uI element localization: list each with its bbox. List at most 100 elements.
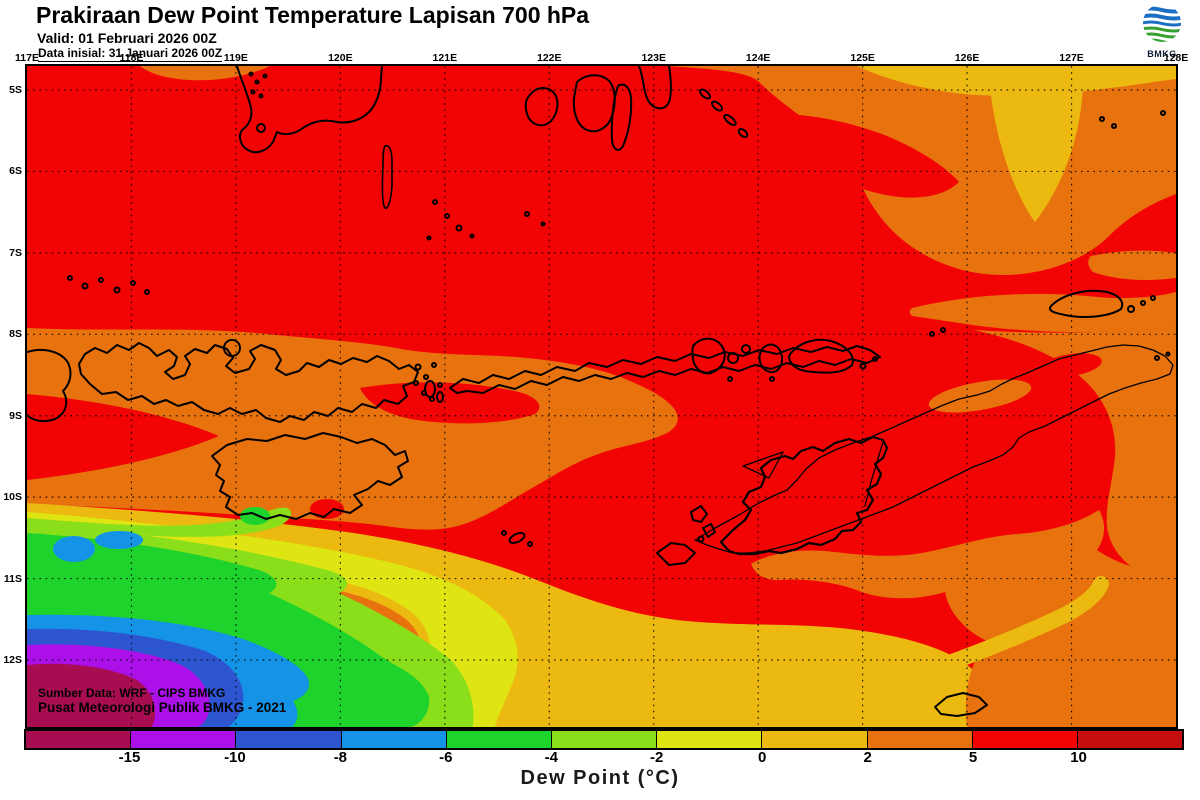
island-bottom-right <box>934 692 988 717</box>
contour-orange-bottom-right <box>751 510 1176 727</box>
lon-label-122E: 122E <box>537 52 562 64</box>
timor-internal-triangle <box>742 451 784 479</box>
island-selayar <box>381 144 393 210</box>
islands-flores-sea-specks <box>426 199 546 241</box>
lat-label-5S: 5S <box>9 84 22 96</box>
lon-label-121E: 121E <box>432 52 458 64</box>
colorbar-segment-2to5 <box>866 731 972 748</box>
islands-topright-specks <box>1099 110 1166 129</box>
lat-label-8S: 8S <box>9 328 22 341</box>
lon-label-127E: 127E <box>1059 52 1084 64</box>
colorbar-segment--4to-2 <box>550 731 657 748</box>
colorbar-segment--8to-6 <box>340 731 446 748</box>
contour-orange-right-band-upper <box>1088 250 1176 280</box>
colorbar-segment->10 <box>1076 731 1183 748</box>
island-sumba <box>211 432 409 520</box>
islands-sawu <box>501 530 533 547</box>
island-semau <box>690 505 716 538</box>
bmkg-logo-label: BMKG <box>1147 49 1177 59</box>
contour-coldpool-magenta <box>27 663 156 727</box>
bmkg-logo: BMKG <box>1136 2 1188 60</box>
island-west-timor <box>719 435 889 556</box>
colorbar-segment-<-15 <box>26 731 131 748</box>
contour-red-spot-1 <box>310 499 344 519</box>
island-buton <box>610 83 633 151</box>
island-kabaena <box>524 87 559 127</box>
island-lombok-fragment <box>27 348 72 423</box>
islands-wetar-specks <box>929 295 1171 361</box>
valid-datetime: Valid: 01 Februari 2026 00Z <box>37 30 217 46</box>
island-sumbawa <box>78 342 419 423</box>
island-alor <box>788 338 854 374</box>
lon-label-117E: 117E <box>15 52 39 64</box>
contour-orange-central-band <box>27 328 678 530</box>
island-sangeang <box>223 339 241 357</box>
colorbar-tick-0: 0 <box>758 749 767 766</box>
colorbar-tick--2: -2 <box>650 749 664 766</box>
colorbar-title: Dew Point (°C) <box>520 767 680 789</box>
publisher-line: Pusat Meteorologi Publik BMKG - 2021 <box>38 700 287 715</box>
contour-ltblue-spot-2 <box>95 531 143 549</box>
colorbar-tick--15: -15 <box>118 749 141 766</box>
islands-sabalana-specks <box>67 275 150 295</box>
island-se-sulawesi-bit <box>638 66 672 110</box>
islands-komodo-cluster <box>413 362 444 403</box>
contour-green-pocket-small <box>240 507 270 525</box>
contour-golden-strip <box>989 66 1084 222</box>
init-datetime: Data inisial: 31 Januari 2026 00Z <box>38 46 223 62</box>
lat-label-7S: 7S <box>9 246 22 259</box>
contour-orange-right-edge <box>973 326 1176 586</box>
island-tanakeke <box>256 123 266 133</box>
contour-orange-right-band <box>909 292 1176 333</box>
contour-red-tongue-west <box>27 394 219 480</box>
island-adonara <box>727 352 739 364</box>
islands-alor-specks <box>727 356 878 382</box>
island-lembata <box>691 337 726 375</box>
colorbar-tick--6: -6 <box>439 749 453 766</box>
page-title: Prakiraan Dew Point Temperature Lapisan … <box>36 2 590 28</box>
island-solor <box>741 344 751 354</box>
contour-yellowgreen-tongue <box>27 507 292 537</box>
colorbar-segment--2to0 <box>656 731 762 748</box>
timor-internal-border <box>864 441 884 507</box>
colorbar-segment--10to-8 <box>235 731 341 748</box>
lat-label-11S: 11S <box>3 572 22 585</box>
lat-label-6S: 6S <box>9 165 22 178</box>
lat-label-12S: 12S <box>3 654 22 666</box>
colorbar-tick--10: -10 <box>224 749 246 766</box>
island-pantar <box>758 343 784 374</box>
dewpoint-contour-map <box>27 66 1176 727</box>
colorbar-segment-5to10 <box>971 731 1077 748</box>
contour-ltblue-spot-1 <box>53 536 95 562</box>
colorbar-tick-2: 2 <box>863 749 872 766</box>
contour-red-teardrop <box>730 113 959 198</box>
data-source-line: Sumber Data: WRF - CIPS BMKG <box>38 686 226 700</box>
islands-wakatobi <box>699 88 749 138</box>
coastlines <box>27 66 1174 717</box>
lon-label-120E: 120E <box>328 52 353 64</box>
colorbar-segment--15to-10 <box>130 731 236 748</box>
contour-field <box>27 66 1176 727</box>
map-area: Sumber Data: WRF - CIPS BMKG Pusat Meteo… <box>25 64 1178 729</box>
lat-label-10S: 10S <box>3 491 22 504</box>
lon-label-119E: 119E <box>223 52 248 64</box>
lon-label-118E: 118E <box>119 52 144 64</box>
colorbar-tick--4: -4 <box>544 749 558 766</box>
island-sulawesi-peninsula <box>236 66 383 154</box>
lon-label-124E: 124E <box>745 52 771 64</box>
contour-orange-timor-neck <box>928 379 1032 413</box>
colorbar-tick-5: 5 <box>968 749 978 766</box>
lon-label-125E: 125E <box>850 52 875 64</box>
bmkg-logo-icon <box>1143 4 1181 42</box>
colorbar-tick-10: 10 <box>1070 749 1087 766</box>
islands-spermonde-specks <box>248 71 268 99</box>
island-wetar <box>1049 289 1124 318</box>
colorbar-segment--6to-4 <box>445 731 551 748</box>
island-rote <box>656 542 696 566</box>
lat-label-9S: 9S <box>9 409 22 422</box>
colorbar-segment-0to2 <box>761 731 867 748</box>
lon-label-123E: 123E <box>641 52 666 64</box>
contour-golden-streak <box>877 576 1109 692</box>
colorbar-tick--8: -8 <box>333 749 348 766</box>
